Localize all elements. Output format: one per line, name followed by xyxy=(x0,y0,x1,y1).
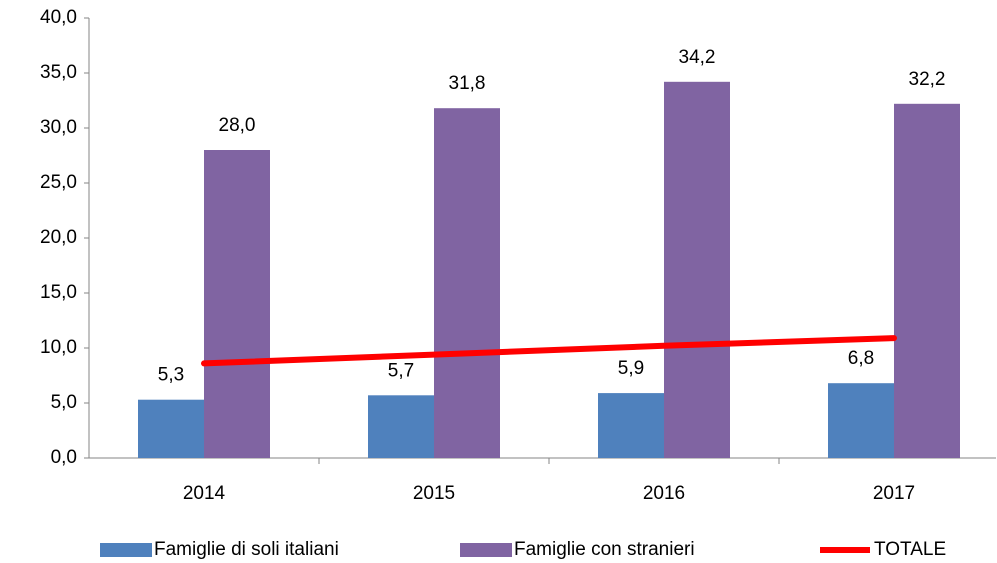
bar xyxy=(664,81,730,459)
bar xyxy=(894,103,960,459)
legend-label: Famiglie di soli italiani xyxy=(154,539,339,560)
data-label: 5,9 xyxy=(618,358,644,379)
legend-label: Famiglie con stranieri xyxy=(514,539,695,560)
y-tick-label: 30,0 xyxy=(40,117,77,138)
y-tick-label: 20,0 xyxy=(40,227,77,248)
data-label: 5,3 xyxy=(158,365,184,386)
y-tick-label: 10,0 xyxy=(40,337,77,358)
x-tick-label: 2014 xyxy=(183,483,226,504)
y-tick-label: 35,0 xyxy=(40,62,77,83)
x-tick-label: 2015 xyxy=(413,483,455,504)
bar xyxy=(204,150,270,458)
x-tick-label: 2017 xyxy=(873,483,915,504)
data-label: 28,0 xyxy=(219,115,256,136)
legend-swatch xyxy=(460,543,512,557)
bar xyxy=(598,393,664,458)
bar xyxy=(138,399,204,458)
data-label: 6,8 xyxy=(848,348,874,369)
y-tick-label: 15,0 xyxy=(40,282,77,303)
data-label: 32,2 xyxy=(909,69,946,90)
x-tick-label: 2016 xyxy=(643,483,685,504)
bar xyxy=(434,108,500,458)
data-label: 5,7 xyxy=(388,360,414,381)
bar xyxy=(368,395,434,458)
legend-swatch xyxy=(100,543,152,557)
line xyxy=(201,335,897,367)
legend-label: TOTALE xyxy=(874,539,946,560)
data-label: 31,8 xyxy=(449,73,486,94)
y-tick-label: 0,0 xyxy=(51,447,77,468)
y-tick-label: 40,0 xyxy=(40,7,77,28)
y-tick-label: 25,0 xyxy=(40,172,77,193)
data-label: 34,2 xyxy=(679,47,716,68)
bar xyxy=(828,383,894,458)
y-tick-label: 5,0 xyxy=(51,392,77,413)
